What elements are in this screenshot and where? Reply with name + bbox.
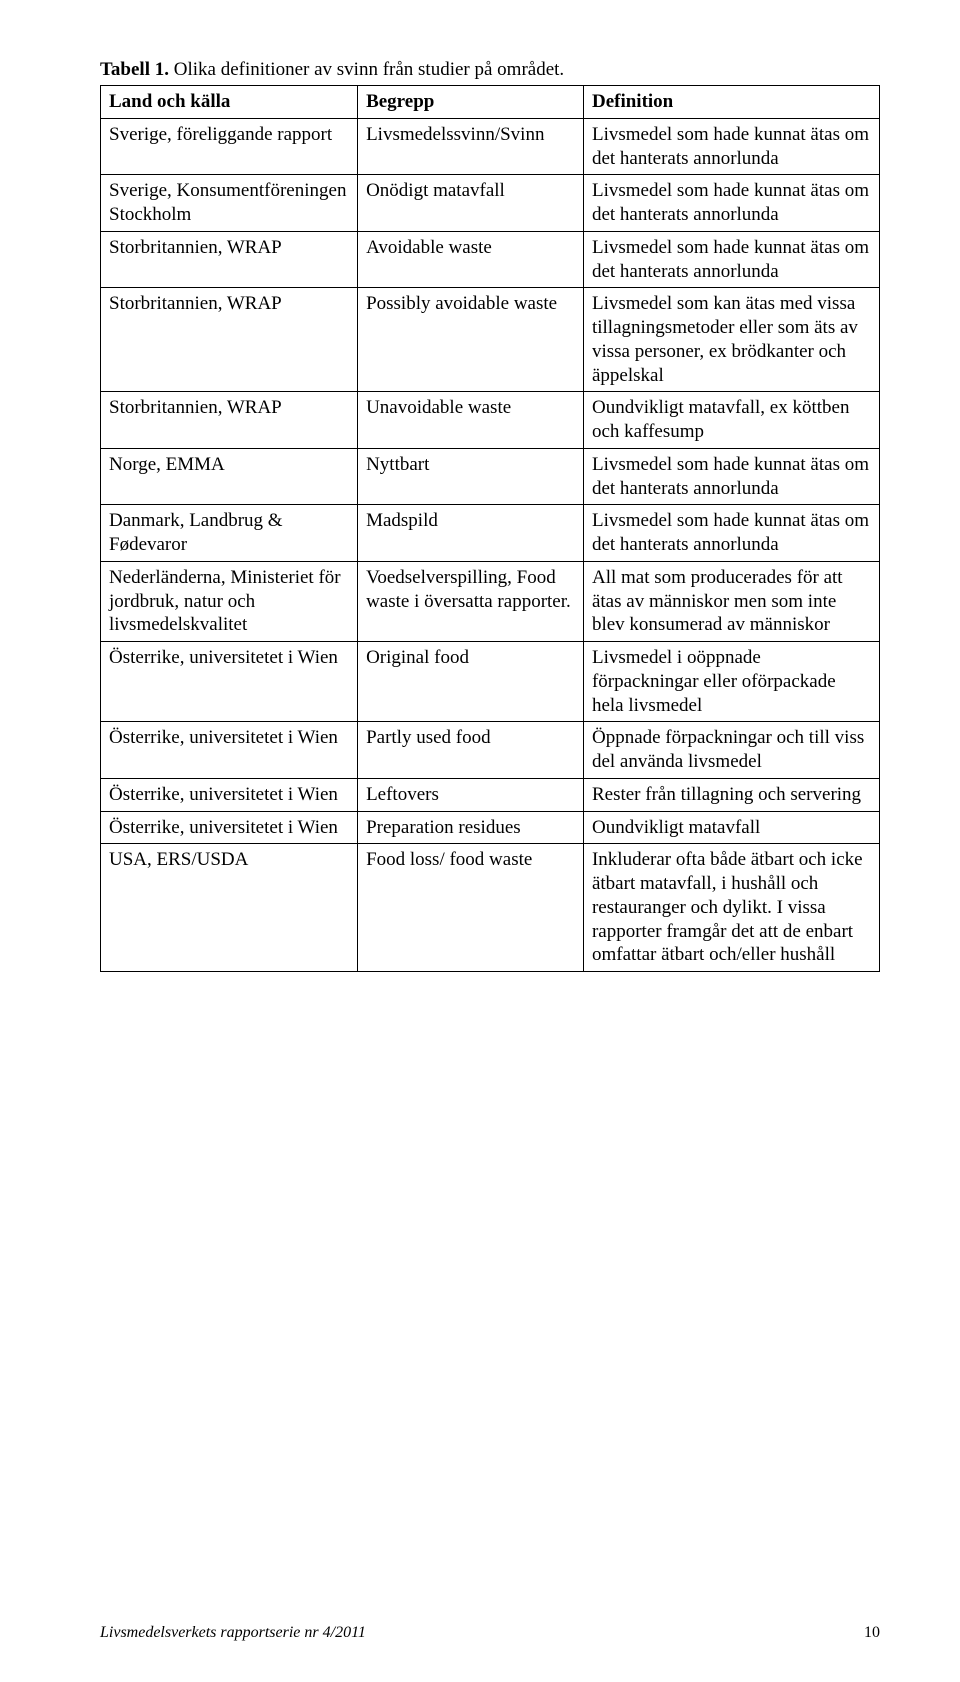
cell-definition: Oundvikligt matavfall <box>583 811 879 844</box>
cell-definition: Öppnade förpackningar och till viss del … <box>583 722 879 779</box>
cell-land: Storbritannien, WRAP <box>101 288 358 392</box>
table-row: Storbritannien, WRAP Avoidable waste Liv… <box>101 231 880 288</box>
table-row: Österrike, universitetet i Wien Leftover… <box>101 778 880 811</box>
cell-land: Österrike, universitetet i Wien <box>101 722 358 779</box>
table-row: Danmark, Landbrug & Fødevaror Madspild L… <box>101 505 880 562</box>
cell-begrepp: Nyttbart <box>358 448 584 505</box>
table-row: Norge, EMMA Nyttbart Livsmedel som hade … <box>101 448 880 505</box>
cell-land: USA, ERS/USDA <box>101 844 358 972</box>
table-row: Sverige, föreliggande rapport Livsmedels… <box>101 118 880 175</box>
cell-definition: Oundvikligt matavfall, ex köttben och ka… <box>583 392 879 449</box>
cell-begrepp: Leftovers <box>358 778 584 811</box>
cell-land: Norge, EMMA <box>101 448 358 505</box>
cell-begrepp: Partly used food <box>358 722 584 779</box>
table-row: Storbritannien, WRAP Unavoidable waste O… <box>101 392 880 449</box>
cell-land: Storbritannien, WRAP <box>101 231 358 288</box>
col-header-land: Land och källa <box>101 86 358 119</box>
cell-begrepp: Possibly avoidable waste <box>358 288 584 392</box>
cell-land: Danmark, Landbrug & Fødevaror <box>101 505 358 562</box>
cell-definition: Inkluderar ofta både ätbart och icke ätb… <box>583 844 879 972</box>
cell-land: Österrike, universitetet i Wien <box>101 778 358 811</box>
cell-begrepp: Preparation residues <box>358 811 584 844</box>
cell-definition: Livsmedel i oöppnade förpackningar eller… <box>583 642 879 722</box>
definitions-table: Land och källa Begrepp Definition Sverig… <box>100 85 880 972</box>
cell-land: Sverige, Konsumentföreningen Stockholm <box>101 175 358 232</box>
page: Tabell 1. Olika definitioner av svinn fr… <box>0 0 960 1682</box>
footer-series: Livsmedelsverkets rapportserie nr 4/2011 <box>100 1624 366 1642</box>
cell-begrepp: Madspild <box>358 505 584 562</box>
cell-definition: Livsmedel som hade kunnat ätas om det ha… <box>583 505 879 562</box>
col-header-begrepp: Begrepp <box>358 86 584 119</box>
cell-land: Österrike, universitetet i Wien <box>101 642 358 722</box>
cell-begrepp: Onödigt matavfall <box>358 175 584 232</box>
caption-rest: Olika definitioner av svinn från studier… <box>169 59 564 80</box>
table-header-row: Land och källa Begrepp Definition <box>101 86 880 119</box>
table-row: Sverige, Konsumentföreningen Stockholm O… <box>101 175 880 232</box>
cell-begrepp: Original food <box>358 642 584 722</box>
cell-begrepp: Unavoidable waste <box>358 392 584 449</box>
table-row: Österrike, universitetet i Wien Preparat… <box>101 811 880 844</box>
cell-definition: Livsmedel som hade kunnat ätas om det ha… <box>583 175 879 232</box>
table-body: Sverige, föreliggande rapport Livsmedels… <box>101 118 880 971</box>
cell-land: Sverige, föreliggande rapport <box>101 118 358 175</box>
cell-definition: Livsmedel som hade kunnat ätas om det ha… <box>583 448 879 505</box>
table-row: Nederländerna, Ministeriet för jordbruk,… <box>101 561 880 641</box>
footer-page-number: 10 <box>864 1624 880 1642</box>
table-row: Österrike, universitetet i Wien Partly u… <box>101 722 880 779</box>
cell-definition: Livsmedel som hade kunnat ätas om det ha… <box>583 118 879 175</box>
cell-land: Nederländerna, Ministeriet för jordbruk,… <box>101 561 358 641</box>
cell-definition: All mat som producerades för att ätas av… <box>583 561 879 641</box>
cell-definition: Livsmedel som hade kunnat ätas om det ha… <box>583 231 879 288</box>
table-caption: Tabell 1. Olika definitioner av svinn fr… <box>100 59 880 81</box>
cell-begrepp: Livsmedelssvinn/Svinn <box>358 118 584 175</box>
table-row: USA, ERS/USDA Food loss/ food waste Inkl… <box>101 844 880 972</box>
cell-definition: Livsmedel som kan ätas med vissa tillagn… <box>583 288 879 392</box>
cell-definition: Rester från tillagning och servering <box>583 778 879 811</box>
page-footer: Livsmedelsverkets rapportserie nr 4/2011… <box>100 1624 880 1642</box>
caption-lead: Tabell 1. <box>100 59 169 80</box>
cell-begrepp: Avoidable waste <box>358 231 584 288</box>
cell-land: Österrike, universitetet i Wien <box>101 811 358 844</box>
table-row: Storbritannien, WRAP Possibly avoidable … <box>101 288 880 392</box>
cell-begrepp: Food loss/ food waste <box>358 844 584 972</box>
cell-begrepp: Voedselverspilling, Food waste i översat… <box>358 561 584 641</box>
col-header-definition: Definition <box>583 86 879 119</box>
cell-land: Storbritannien, WRAP <box>101 392 358 449</box>
table-row: Österrike, universitetet i Wien Original… <box>101 642 880 722</box>
